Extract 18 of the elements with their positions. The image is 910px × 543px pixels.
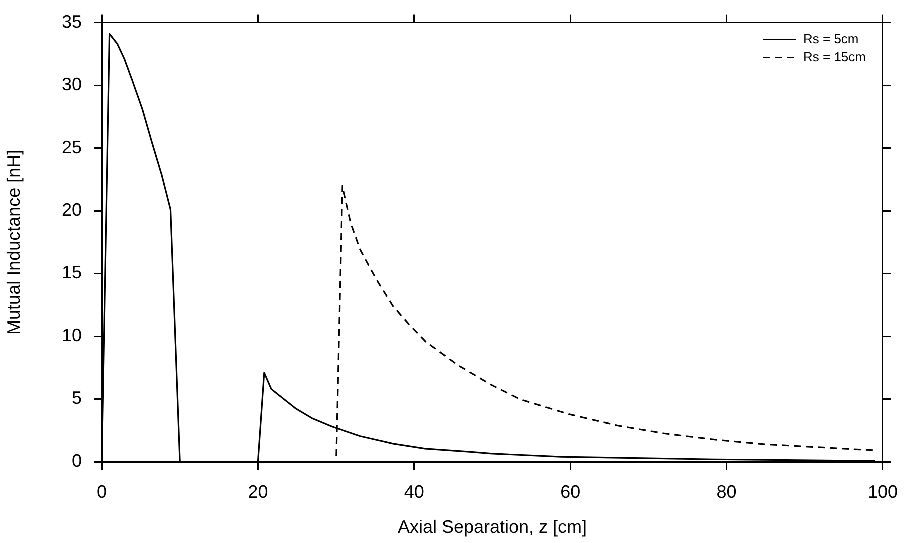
legend-label: Rs = 5cm xyxy=(803,31,859,46)
y-tick-label: 30 xyxy=(62,74,82,95)
y-tick-label: 35 xyxy=(62,12,82,32)
y-tick-label: 5 xyxy=(72,388,82,408)
x-axis-title: Axial Separation, z [cm] xyxy=(398,517,588,538)
y-tick-label: 10 xyxy=(62,325,82,346)
x-tick-label: 80 xyxy=(716,482,737,502)
x-tick-label: 60 xyxy=(560,482,581,502)
y-tick-label: 0 xyxy=(72,450,82,471)
x-tick-label: 100 xyxy=(868,482,898,502)
legend-label: Rs = 15cm xyxy=(803,49,866,64)
x-tick-label: 40 xyxy=(404,482,424,502)
x-tick-label: 20 xyxy=(248,482,268,502)
y-tick-label: 20 xyxy=(62,200,82,220)
y-axis-title: Mutual Inductance [nH] xyxy=(4,150,24,335)
y-tick-label: 15 xyxy=(62,262,82,283)
x-tick-label: 0 xyxy=(96,482,108,502)
y-tick-label: 25 xyxy=(62,137,82,158)
